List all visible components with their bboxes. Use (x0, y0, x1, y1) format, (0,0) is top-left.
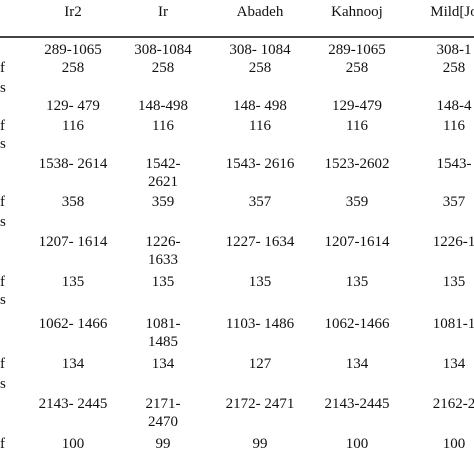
table-cell: 135 (248, 274, 272, 290)
header-rule (0, 36, 474, 38)
table-cell: 258 (151, 60, 175, 76)
table-cell: 357 (442, 194, 466, 210)
table-cell: 100 (61, 436, 85, 452)
table-cell: 1062-1466 (324, 316, 390, 332)
row-stub-label: f (0, 194, 5, 210)
table-cell: 2171- (145, 396, 181, 412)
table-cell: 258 (248, 60, 272, 76)
table-cell: 1081-1 (432, 316, 474, 332)
row-stub-label: f (0, 60, 5, 76)
column-header: Kahnooj (331, 4, 383, 20)
table-cell: 2470 (148, 414, 178, 430)
table-cell: 258 (442, 60, 466, 76)
table-cell: 99 (252, 436, 268, 452)
table-cell: 1062- 1466 (38, 316, 108, 332)
row-stub-label: s (0, 292, 6, 308)
column-header: Ir2 (64, 4, 82, 20)
row-stub-label: s (0, 136, 6, 152)
table-cell: 134 (442, 356, 466, 372)
table-cell: 2621 (148, 174, 178, 190)
table-cell: 308-1 (436, 42, 472, 58)
table-cell: 1485 (148, 334, 178, 350)
column-header: Mild[Jo (430, 4, 474, 20)
row-stub-label: f (0, 274, 5, 290)
table-cell: 308- 1084 (229, 42, 291, 58)
row-stub-label: f (0, 118, 5, 134)
table-cell: 1227- 1634 (225, 234, 295, 250)
table-cell: 2172- 2471 (225, 396, 295, 412)
table-cell: 1103- 1486 (225, 316, 295, 332)
table-cell: 99 (155, 436, 171, 452)
column-header: Ir (158, 4, 168, 20)
table-cell: 1226- (145, 234, 181, 250)
table-cell: 129-479 (332, 98, 382, 114)
table-cell: 116 (249, 118, 271, 134)
table-cell: 1207-1614 (324, 234, 390, 250)
table-cell: 135 (61, 274, 85, 290)
table-cell: 359 (345, 194, 369, 210)
table-cell: 148-498 (138, 98, 188, 114)
table-cell: 100 (345, 436, 369, 452)
row-stub-label: s (0, 376, 6, 392)
table-cell: 135 (151, 274, 175, 290)
table-cell: 289-1065 (44, 42, 102, 58)
table-cell: 357 (248, 194, 272, 210)
table-cell: 129- 479 (46, 98, 100, 114)
table-cell: 148- 498 (233, 98, 287, 114)
column-header: Abadeh (236, 4, 284, 20)
table-cell: 127 (248, 356, 272, 372)
table-cell: 148-4 (436, 98, 472, 114)
table-cell: 258 (345, 60, 369, 76)
table-cell: 1081- (145, 316, 181, 332)
table-cell: 2143- 2445 (38, 396, 108, 412)
row-stub-label: s (0, 214, 6, 230)
table-cell: 116 (152, 118, 174, 134)
table-cell: 135 (345, 274, 369, 290)
table-cell: 1543- 2616 (225, 156, 295, 172)
table-cell: 358 (61, 194, 85, 210)
table-cell: 1538- 2614 (38, 156, 108, 172)
table-cell: 2162-2 (432, 396, 474, 412)
table-cell: 2143-2445 (324, 396, 390, 412)
table-cell: 116 (346, 118, 368, 134)
table-cell: 1543- (436, 156, 472, 172)
table-cell: 135 (442, 274, 466, 290)
table-cell: 134 (61, 356, 85, 372)
row-stub-label: f (0, 436, 5, 452)
table-cell: 1523-2602 (324, 156, 390, 172)
table-cell: 1542- (145, 156, 181, 172)
table-cell: 134 (345, 356, 369, 372)
table-cell: 116 (443, 118, 465, 134)
table-cell: 116 (62, 118, 84, 134)
table-cell: 359 (151, 194, 175, 210)
table-cell: 100 (442, 436, 466, 452)
table-cell: 258 (61, 60, 85, 76)
table-cell: 1633 (148, 252, 178, 268)
table-cell: 289-1065 (328, 42, 386, 58)
table-cell: 1226-1 (432, 234, 474, 250)
table-cell: 308-1084 (134, 42, 192, 58)
table-cell: 134 (151, 356, 175, 372)
row-stub-label: f (0, 356, 5, 372)
row-stub-label: s (0, 80, 6, 96)
table-cell: 1207- 1614 (38, 234, 108, 250)
